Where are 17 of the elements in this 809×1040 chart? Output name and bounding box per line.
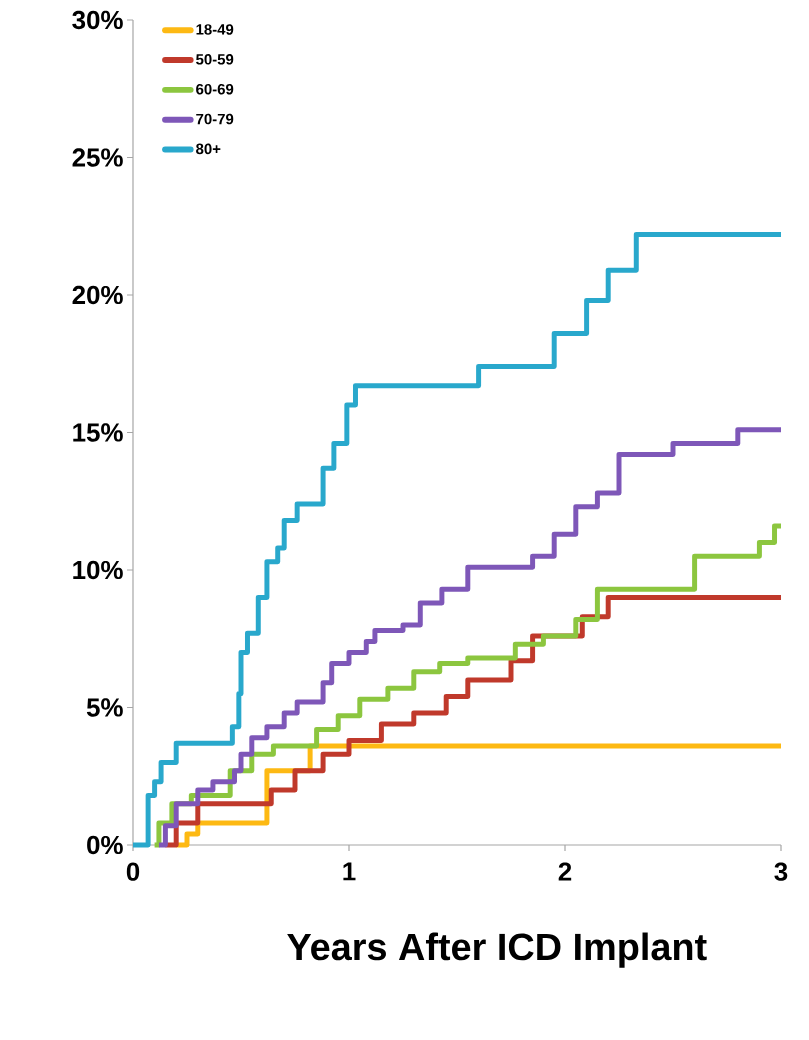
y-tick-label: 25% <box>72 148 123 167</box>
legend-label: 18-49 <box>196 24 234 35</box>
x-tick-label: 0 <box>126 862 140 881</box>
y-tick-label: 0% <box>87 835 123 855</box>
legend-label: 50-59 <box>196 54 234 65</box>
y-tick-label: 5% <box>86 698 123 717</box>
x-tick-label: 2 <box>558 862 572 881</box>
y-tick-label: 10% <box>73 560 123 580</box>
x-axis-title: Years After ICD Implant <box>287 932 707 968</box>
x-tick-label: 3 <box>774 862 788 881</box>
x-tick-label: 1 <box>343 862 356 881</box>
legend-label: 70-79 <box>196 113 234 125</box>
y-tick-label: 15% <box>73 423 123 442</box>
y-tick-label: 20% <box>72 285 123 305</box>
legend-label: 80+ <box>196 143 221 155</box>
legend-label: 60-69 <box>196 83 234 95</box>
y-tick-label: 30% <box>72 10 123 30</box>
